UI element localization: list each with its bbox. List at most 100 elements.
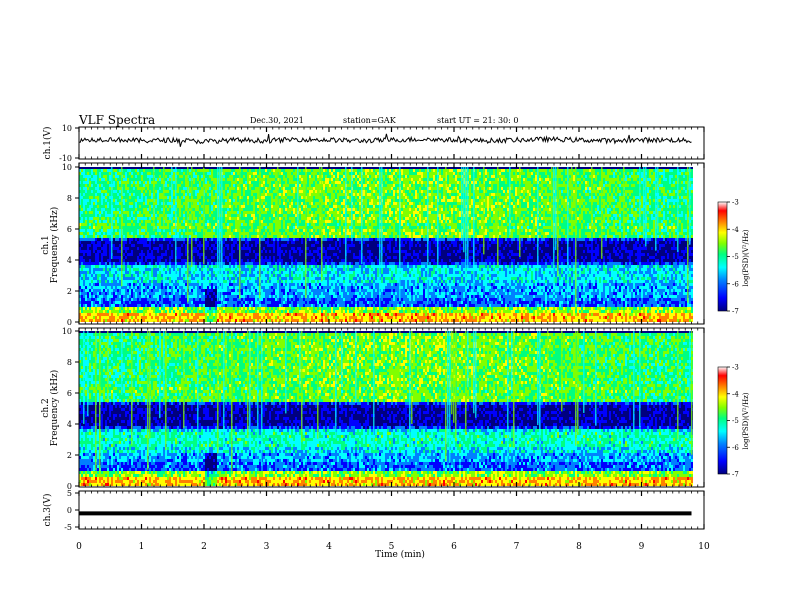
spectrogram-cell xyxy=(141,259,143,262)
spectrogram-cell xyxy=(139,226,141,229)
spectrogram-cell xyxy=(85,304,87,307)
spectrogram-cell xyxy=(181,247,183,250)
spectrogram-cell xyxy=(81,244,83,247)
spectrogram-cell xyxy=(93,292,95,295)
spectrogram-cell xyxy=(131,238,133,241)
spectrogram-cell xyxy=(195,292,197,295)
spectrogram-cell xyxy=(231,205,233,208)
spectrogram-cell xyxy=(115,223,117,226)
spectrogram-cell xyxy=(151,250,153,253)
spectrogram-cell xyxy=(269,265,271,268)
spectrogram-cell xyxy=(193,187,195,190)
spectrogram-cell xyxy=(171,265,173,268)
spectrogram-cell xyxy=(261,304,263,307)
spectrogram-cell xyxy=(231,214,233,217)
spectrogram-cell xyxy=(233,202,235,205)
spectrogram-cell xyxy=(81,301,83,304)
spectrogram-cell xyxy=(107,199,109,202)
spectrogram-cell xyxy=(93,286,95,289)
spectrogram-cell xyxy=(105,211,107,214)
spectrogram-cell xyxy=(141,187,143,190)
spectrogram-cell xyxy=(229,190,231,193)
spectrogram-cell xyxy=(125,184,127,187)
spectrogram-cell xyxy=(101,241,103,244)
spectrogram-cell xyxy=(189,277,191,280)
spectrogram-cell xyxy=(219,310,221,313)
spectrogram-cell xyxy=(177,187,179,190)
spectrogram-cell xyxy=(235,190,237,193)
spectrogram-streak xyxy=(219,167,221,301)
spectrogram-cell xyxy=(231,229,233,232)
spectrogram-cell xyxy=(177,199,179,202)
spectrogram-cell xyxy=(189,319,191,322)
spectrogram-cell xyxy=(169,184,171,187)
spectrogram-cell xyxy=(141,199,143,202)
spectrogram-cell xyxy=(261,205,263,208)
spectrogram-cell xyxy=(235,277,237,280)
spectrogram-cell xyxy=(267,313,269,316)
spectrogram-cell xyxy=(123,289,125,292)
spectrogram-cell xyxy=(93,169,95,172)
spectrogram-cell xyxy=(107,304,109,307)
spectrogram-cell xyxy=(139,178,141,181)
spectrogram-cell xyxy=(81,259,83,262)
spectrogram-cell xyxy=(145,256,147,259)
spectrogram-cell xyxy=(169,301,171,304)
spectrogram-cell xyxy=(93,226,95,229)
spectrogram-cell xyxy=(237,298,239,301)
spectrogram-cell xyxy=(135,301,137,304)
spectrogram-cell xyxy=(165,259,167,262)
spectrogram-cell xyxy=(153,292,155,295)
spectrogram-cell xyxy=(85,292,87,295)
spectrogram-cell xyxy=(185,238,187,241)
spectrogram-cell xyxy=(189,202,191,205)
spectrogram-cell xyxy=(183,283,185,286)
spectrogram-cell xyxy=(85,271,87,274)
spectrogram-cell xyxy=(227,172,229,175)
spectrogram-cell xyxy=(205,223,207,226)
spectrogram-cell xyxy=(127,241,129,244)
spectrogram-cell xyxy=(271,178,273,181)
spectrogram-cell xyxy=(133,199,135,202)
spectrogram-cell xyxy=(273,298,275,301)
spectrogram-cell xyxy=(257,313,259,316)
spectrogram-cell xyxy=(165,277,167,280)
spectrogram-cell xyxy=(269,190,271,193)
spectrogram-cell xyxy=(261,316,263,319)
spectrogram-cell xyxy=(115,268,117,271)
spectrogram-cell xyxy=(173,172,175,175)
spectrogram-cell xyxy=(183,265,185,268)
spectrogram-cell xyxy=(181,283,183,286)
spectrogram-cell xyxy=(169,319,171,322)
spectrogram-cell xyxy=(139,247,141,250)
spectrogram-cell xyxy=(147,289,149,292)
spectrogram-cell xyxy=(127,277,129,280)
spectrogram-cell xyxy=(255,316,257,319)
spectrogram-cell xyxy=(225,241,227,244)
spectrogram-cell xyxy=(95,184,97,187)
spectrogram-cell xyxy=(93,265,95,268)
spectrogram-cell xyxy=(141,268,143,271)
spectrogram-cell xyxy=(95,241,97,244)
spectrogram-cell xyxy=(261,277,263,280)
spectrogram-cell xyxy=(155,226,157,229)
spectrogram-cell xyxy=(201,313,203,316)
spectrogram-cell xyxy=(151,259,153,262)
spectrogram-cell xyxy=(263,307,265,310)
spectrogram-cell xyxy=(197,313,199,316)
spectrogram-cell xyxy=(87,304,89,307)
spectrogram-cell xyxy=(223,265,225,268)
spectrogram-cell xyxy=(157,313,159,316)
spectrogram-cell xyxy=(167,259,169,262)
spectrogram-cell xyxy=(213,235,215,238)
spectrogram-cell xyxy=(125,199,127,202)
spectrogram-cell xyxy=(193,250,195,253)
spectrogram-cell xyxy=(87,283,89,286)
spectrogram-cell xyxy=(115,181,117,184)
spectrogram-cell xyxy=(151,214,153,217)
spectrogram-cell xyxy=(183,304,185,307)
spectrogram-cell xyxy=(243,301,245,304)
spectrogram-cell xyxy=(213,196,215,199)
spectrogram-cell xyxy=(91,226,93,229)
spectrogram-cell xyxy=(83,289,85,292)
